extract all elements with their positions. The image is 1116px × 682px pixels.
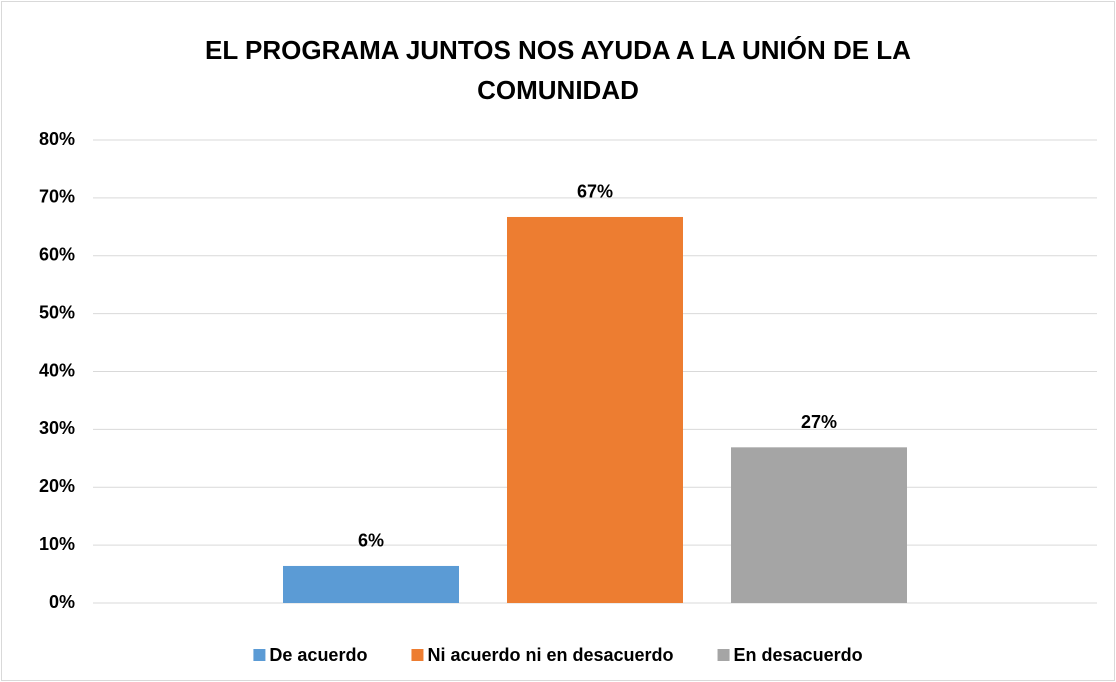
y-tick-label: 80% bbox=[39, 129, 75, 149]
data-label: 27% bbox=[801, 412, 837, 432]
chart-title: EL PROGRAMA JUNTOS NOS AYUDA A LA UNIÓN … bbox=[205, 35, 911, 105]
y-tick-label: 70% bbox=[39, 187, 75, 207]
bar bbox=[507, 216, 683, 603]
y-tick-label: 30% bbox=[39, 418, 75, 438]
y-tick-label: 20% bbox=[39, 476, 75, 496]
legend-label: De acuerdo bbox=[269, 645, 367, 665]
y-tick-label: 50% bbox=[39, 302, 75, 322]
legend-label: En desacuerdo bbox=[734, 645, 863, 665]
y-tick-label: 0% bbox=[49, 592, 75, 612]
legend-swatch bbox=[253, 649, 266, 661]
y-tick-label: 60% bbox=[39, 245, 75, 265]
data-label: 6% bbox=[358, 531, 384, 551]
bar bbox=[283, 565, 459, 603]
legend-swatch bbox=[717, 649, 730, 661]
y-tick-label: 40% bbox=[39, 360, 75, 380]
data-label: 67% bbox=[577, 182, 613, 202]
legend-label: Ni acuerdo ni en desacuerdo bbox=[427, 645, 673, 665]
bar bbox=[731, 447, 907, 603]
legend-swatch bbox=[411, 649, 424, 661]
y-tick-label: 10% bbox=[39, 534, 75, 554]
